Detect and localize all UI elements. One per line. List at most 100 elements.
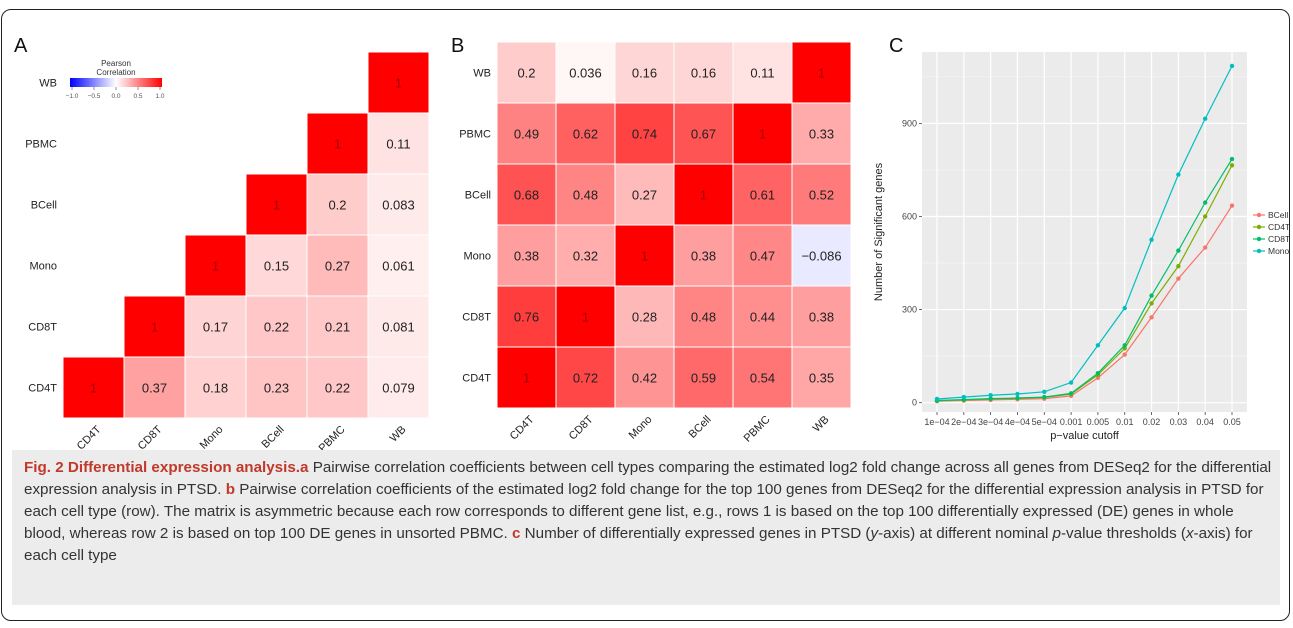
heatmap-b: WB 0.2 0.036 0.16 0.16 0.11 1 PBMC 0.49 0.62 0.74 0… bbox=[459, 41, 852, 445]
column-label: PBMC bbox=[742, 414, 773, 445]
cell-value-label: 0.54 bbox=[750, 371, 775, 386]
legend-gradient-bar bbox=[70, 78, 162, 87]
cell-value-label: 0.15 bbox=[264, 259, 289, 274]
column-label: BCell bbox=[687, 414, 714, 441]
column-label: Mono bbox=[198, 424, 226, 450]
x-tick-label: 4e−04 bbox=[1005, 417, 1030, 427]
cell-value-label: 0.16 bbox=[691, 66, 716, 81]
cell-value-label: 0.48 bbox=[573, 188, 598, 203]
heatmap-cell bbox=[614, 346, 675, 409]
panel-c-letter: C bbox=[889, 35, 903, 57]
data-point bbox=[1149, 237, 1154, 242]
data-point bbox=[1095, 375, 1101, 381]
x-tick-label: 0.01 bbox=[1116, 417, 1134, 427]
column-label: Mono bbox=[627, 414, 655, 442]
cell-value-label: 1 bbox=[818, 66, 825, 81]
heatmap-cell bbox=[555, 102, 616, 165]
cell-value-label: 1 bbox=[582, 310, 589, 325]
color-legend: Pearson Correlation −1.0 −0.5 0.0 0.5 1.0 bbox=[66, 59, 165, 100]
column-label: WB bbox=[811, 414, 832, 435]
cell-value-label: 0.23 bbox=[264, 381, 289, 396]
heatmap-a: WB 1 PBMC 1 0.11 BCell 1 0.2 0.083 Mono 1 0.15 0.27 0… bbox=[25, 51, 430, 450]
heatmap-cell bbox=[367, 234, 430, 297]
cell-value-label: 0.76 bbox=[514, 310, 539, 325]
panel-a-letter: A bbox=[14, 35, 28, 57]
panel-b-letter: B bbox=[451, 35, 464, 57]
cell-value-label: 0.11 bbox=[386, 137, 410, 152]
cell-value-label: 1 bbox=[212, 259, 219, 274]
cell-value-label: 0.32 bbox=[573, 249, 598, 264]
column-label: CD4T bbox=[508, 413, 537, 442]
heatmap-cell bbox=[791, 41, 852, 104]
legend-entry-label: CD4T bbox=[1268, 222, 1290, 232]
cell-value-label: 1 bbox=[700, 188, 707, 203]
data-point bbox=[961, 394, 967, 400]
x-tick-label: 5e−04 bbox=[1032, 417, 1057, 427]
line-chart-c: 0 300 600 900 1e−04 2e−04 3e−04 4e−04 5e−04 0.001… bbox=[873, 52, 1290, 442]
row-label: Mono bbox=[29, 261, 57, 273]
legend-key-dot bbox=[1256, 236, 1262, 242]
column-label: CD8T bbox=[567, 413, 596, 442]
heatmap-cell bbox=[732, 285, 793, 348]
row-label: WB bbox=[39, 78, 57, 90]
x-tick-label: 1e−04 bbox=[924, 417, 949, 427]
data-point bbox=[1202, 200, 1208, 205]
heatmap-cell bbox=[732, 41, 793, 104]
legend-tick-label: −0.5 bbox=[88, 93, 101, 100]
cell-value-label: 0.49 bbox=[514, 127, 539, 142]
row-label: WB bbox=[473, 68, 491, 80]
heatmap-cell bbox=[614, 224, 675, 287]
heatmap-cell bbox=[555, 224, 616, 287]
y-axis-title: Number of Significant genes bbox=[873, 162, 885, 301]
cell-value-label: 0.48 bbox=[691, 310, 716, 325]
cell-value-label: 0.22 bbox=[325, 381, 350, 396]
cell-value-label: 0.37 bbox=[142, 381, 167, 396]
cell-value-label: 0.42 bbox=[632, 371, 657, 386]
cell-value-label: 0.16 bbox=[632, 66, 657, 81]
y-tick-label: 900 bbox=[902, 118, 917, 128]
heatmap-cell bbox=[496, 41, 557, 104]
caption-c-y: y bbox=[870, 525, 879, 542]
cell-value-label: 0.44 bbox=[750, 310, 775, 325]
caption-c-x: x bbox=[1185, 525, 1194, 542]
column-label: WB bbox=[388, 424, 409, 445]
series-line-mono bbox=[936, 65, 1233, 400]
heatmap-cell bbox=[673, 285, 734, 348]
x-tick-label: 2e−04 bbox=[951, 417, 976, 427]
cell-value-label: 1 bbox=[641, 249, 648, 264]
figure-frame: A B C WB 1 PBMC 1 0.11 BCell 1 0.2 0.083 Mono 1 0.1… bbox=[1, 9, 1290, 621]
row-label: CD8T bbox=[28, 322, 57, 334]
caption-fig-label: Fig. 2 Differential expression analysis. bbox=[24, 459, 301, 476]
heatmap-cell bbox=[184, 356, 247, 419]
x-tick-label: 0.005 bbox=[1087, 417, 1110, 427]
heatmap-cell bbox=[555, 346, 616, 409]
data-point bbox=[1229, 163, 1235, 168]
data-point bbox=[1176, 248, 1181, 253]
heatmap-cell bbox=[367, 173, 430, 236]
figure-canvas: A B C WB 1 PBMC 1 0.11 BCell 1 0.2 0.083 Mono 1 0.1… bbox=[14, 35, 1290, 450]
caption-c-text2: -axis) at different nominal bbox=[878, 525, 1053, 542]
data-point bbox=[988, 396, 993, 401]
cell-value-label: 1 bbox=[334, 137, 341, 152]
data-point bbox=[1095, 371, 1101, 376]
cell-value-label: 0.11 bbox=[750, 66, 774, 81]
cell-value-label: 1 bbox=[151, 320, 158, 335]
x-axis-title: p−value cutoff bbox=[1050, 430, 1120, 442]
column-label: CD4T bbox=[75, 423, 104, 450]
heatmap-cell bbox=[306, 295, 369, 358]
data-point bbox=[1015, 395, 1020, 401]
heatmap-cell bbox=[614, 102, 675, 165]
column-label: CD8T bbox=[136, 423, 165, 450]
cell-value-label: 0.33 bbox=[809, 127, 834, 142]
caption-c-label: c bbox=[511, 525, 521, 542]
caption-b-label: b bbox=[225, 481, 236, 498]
data-point bbox=[1202, 116, 1208, 121]
heatmap-cell bbox=[367, 112, 430, 175]
y-tick-label: 0 bbox=[912, 398, 917, 408]
row-label: CD4T bbox=[28, 383, 57, 395]
heatmap-cell bbox=[732, 224, 793, 287]
heatmap-cell bbox=[614, 41, 675, 104]
legend-tick-label: 0.0 bbox=[111, 93, 120, 100]
cell-value-label: 0.61 bbox=[750, 188, 775, 203]
heatmap-cell bbox=[614, 285, 675, 348]
